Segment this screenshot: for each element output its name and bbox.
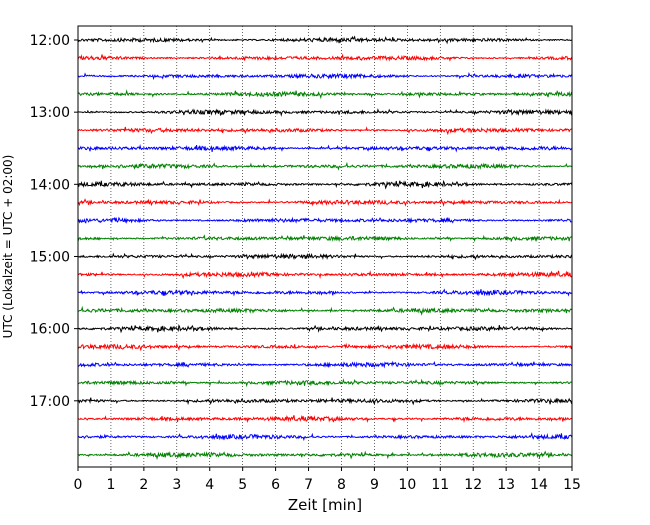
y-tick-label: 13:00 xyxy=(30,105,70,121)
trace-1315 xyxy=(77,126,573,136)
trace-1415 xyxy=(77,198,573,207)
x-tick-label: 12 xyxy=(464,477,482,493)
trace-1715 xyxy=(77,414,573,424)
x-tick-label: 10 xyxy=(398,477,416,493)
y-tick-label: 17:00 xyxy=(30,394,70,410)
trace-1730 xyxy=(77,432,573,442)
y-axis-ticks: 12:00 13:00 14:00 15:00 16:00 17:00 xyxy=(30,33,78,410)
x-tick-label: 5 xyxy=(238,477,247,493)
trace-1245 xyxy=(77,89,573,100)
x-axis-ticks: 0 1 2 3 4 5 6 7 8 9 10 11 12 13 14 15 xyxy=(74,467,581,493)
y-tick-label: 16:00 xyxy=(30,322,70,338)
trace-1700 xyxy=(77,397,573,406)
trace-lines xyxy=(77,35,573,461)
trace-1330 xyxy=(77,144,573,153)
x-tick-label: 1 xyxy=(106,477,115,493)
x-tick-label: 3 xyxy=(172,477,181,493)
trace-1200 xyxy=(77,35,573,45)
x-tick-label: 0 xyxy=(74,477,83,493)
y-axis-label: UTC (Lokalzeit = UTC + 02:00) xyxy=(1,155,15,339)
trace-1745 xyxy=(77,450,573,461)
x-axis-label: Zeit [min] xyxy=(288,496,362,514)
plot-frame xyxy=(77,25,573,468)
x-tick-label: 13 xyxy=(497,477,515,493)
trace-1600 xyxy=(77,323,573,334)
x-tick-label: 15 xyxy=(563,477,581,493)
trace-1630 xyxy=(77,360,573,369)
x-tick-label: 14 xyxy=(530,477,548,493)
y-tick-label: 12:00 xyxy=(30,33,70,49)
trace-1445 xyxy=(77,234,573,243)
trace-1400 xyxy=(77,179,573,190)
y-tick-label: 14:00 xyxy=(30,177,70,193)
trace-1215 xyxy=(77,53,573,62)
trace-1500 xyxy=(77,252,573,261)
trace-1530 xyxy=(77,288,573,297)
x-tick-label: 11 xyxy=(431,477,449,493)
x-tick-label: 4 xyxy=(205,477,214,493)
trace-1300 xyxy=(77,108,573,117)
trace-1230 xyxy=(77,71,573,81)
x-tick-label: 9 xyxy=(370,477,379,493)
trace-1515 xyxy=(77,270,573,280)
trace-1545 xyxy=(77,305,573,316)
trace-1430 xyxy=(77,216,573,224)
trace-1345 xyxy=(77,161,573,171)
x-tick-label: 6 xyxy=(271,477,280,493)
x-tick-label: 2 xyxy=(139,477,148,493)
trace-1645 xyxy=(77,378,573,388)
trace-1615 xyxy=(77,342,573,352)
y-tick-label: 15:00 xyxy=(30,249,70,265)
x-tick-label: 7 xyxy=(304,477,313,493)
x-tick-label: 8 xyxy=(337,477,346,493)
